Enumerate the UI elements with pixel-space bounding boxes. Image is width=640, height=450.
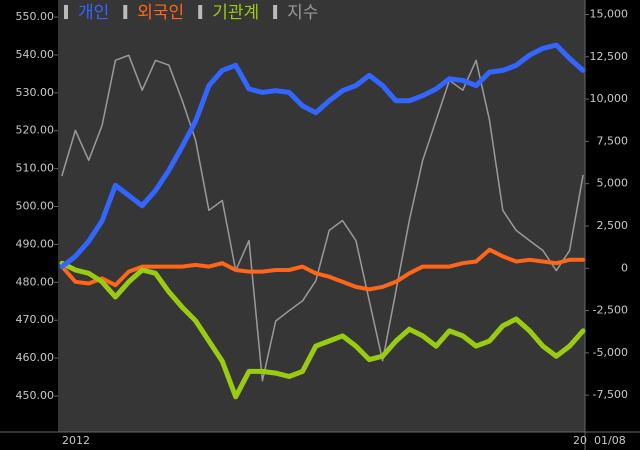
series-line [61,54,584,382]
y-tick-label: 500.00 [16,200,55,213]
y-tick-label: 510.00 [16,162,55,175]
y-tick-label: 470.00 [16,313,55,326]
y-tick-label: 550.00 [16,10,55,23]
legend-label: 개인 [78,3,109,23]
cursor-label: 01/08 [594,434,626,447]
y-tick-label: 520.00 [16,124,55,137]
series-line [60,247,585,292]
y-tick-label: 480.00 [16,275,55,288]
x-tick-label: 2012 [62,434,90,447]
y-tick-label: 2,500 [597,219,629,232]
y-tick-label: 540.00 [16,48,55,61]
series-line [59,260,586,400]
y-tick-label: -2,500 [593,304,628,317]
y-tick-label: 15,000 [590,8,629,21]
y-tick-label: 490.00 [16,237,55,250]
y-tick-label: 10,000 [590,92,629,105]
legend-marker [123,5,128,19]
y-tick-label: 5,000 [597,177,629,190]
y-tick-label: -5,000 [593,346,628,359]
y-tick-label: 450.00 [16,389,55,402]
legend-label: 기관계 [212,3,259,23]
y-tick-label: 12,500 [590,50,629,63]
y-tick-label: -7,500 [593,388,628,401]
legend-label: 외국인 [137,3,184,23]
y-tick-label: 0 [621,261,628,274]
y-tick-label: 7,500 [597,134,629,147]
y-tick-label: 530.00 [16,86,55,99]
series-line [59,42,586,270]
x-tick-label: 20 [573,434,587,447]
y-tick-label: 460.00 [16,351,55,364]
legend-marker [273,5,278,19]
legend-marker [64,5,68,19]
legend-label: 지수 [287,3,318,23]
legend-marker [198,5,203,19]
